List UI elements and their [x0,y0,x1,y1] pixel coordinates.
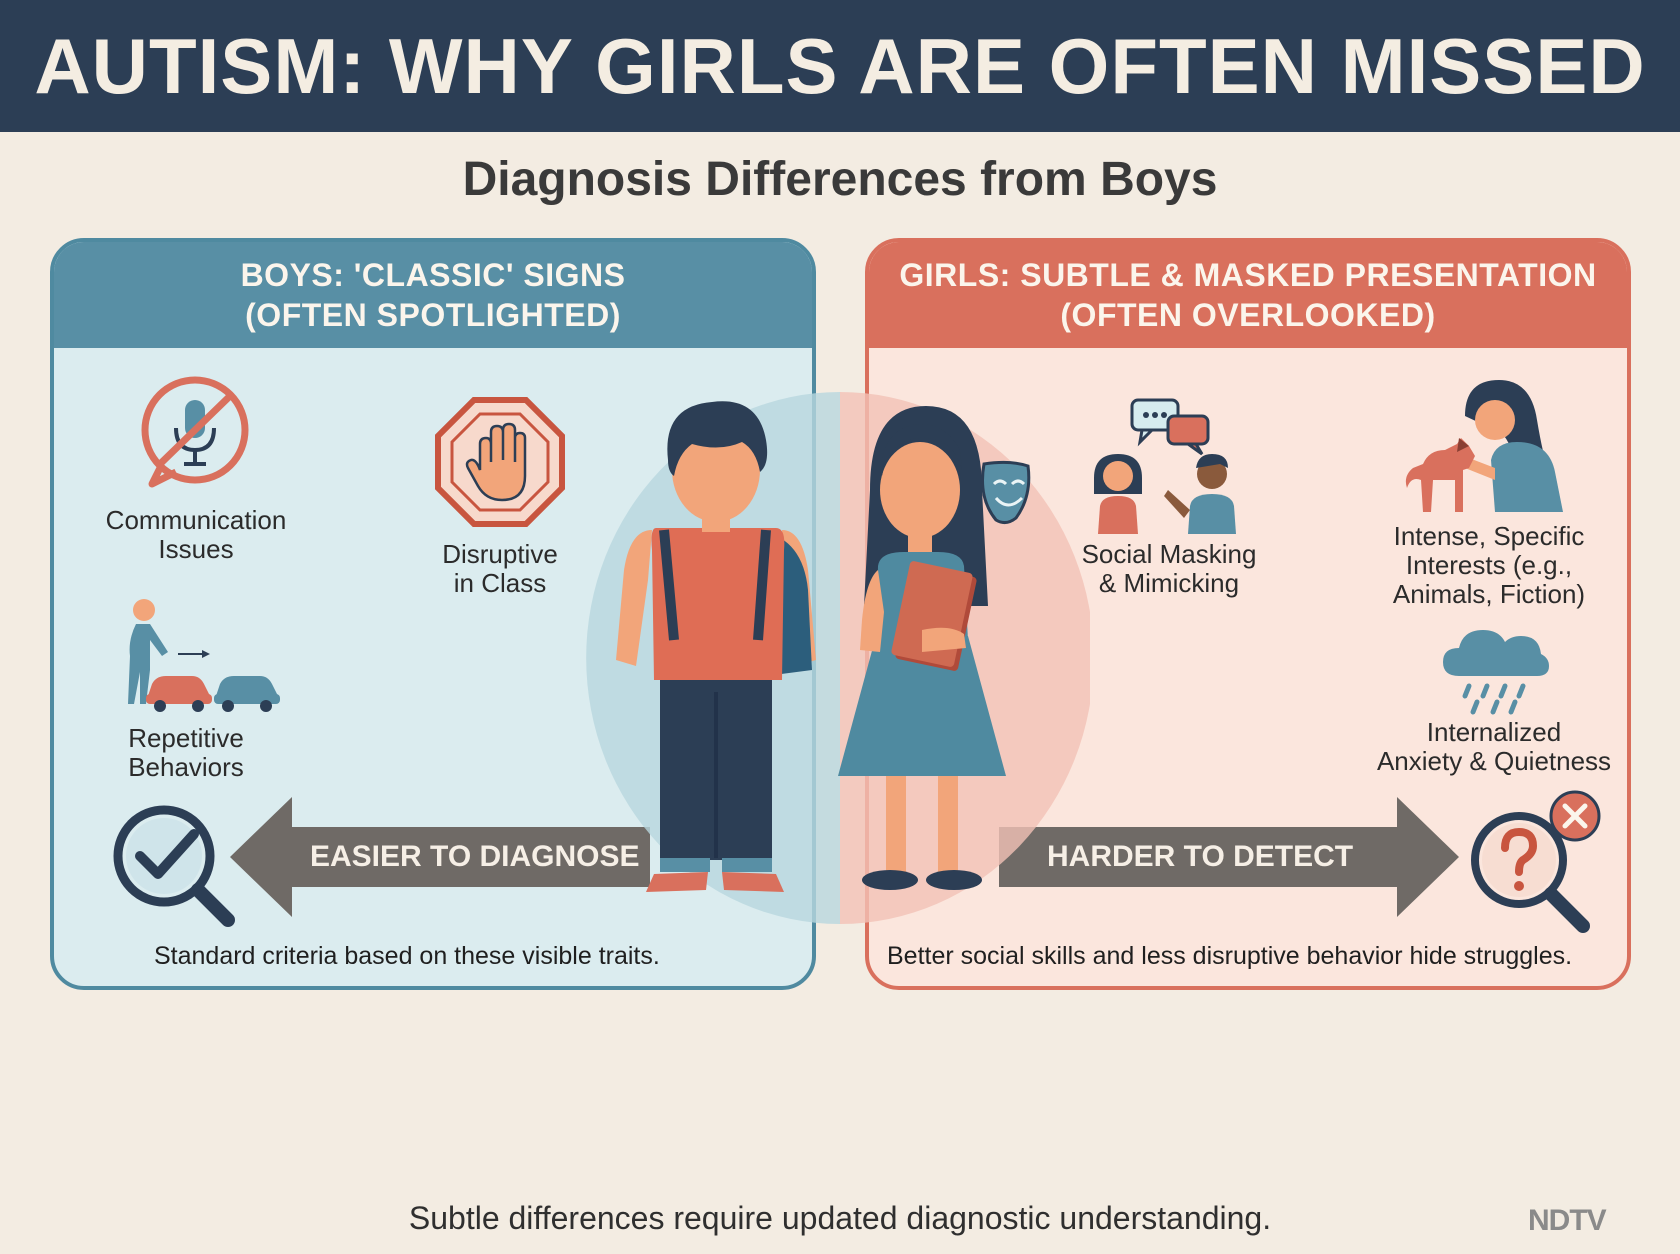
trait-disruptive: Disruptive in Class [442,539,558,598]
easier-arrow [230,797,650,917]
children-illustration [586,392,1090,924]
rain-cloud-icon [1443,630,1549,715]
lining-up-cars-icon [128,599,280,712]
trait-social-masking: Social Masking & Mimicking [1081,539,1257,598]
easier-to-diagnose-label: EASIER TO DIAGNOSE [310,840,640,873]
boys-heading-line1: BOYS: 'CLASSIC' SIGNS [240,257,626,293]
trait-repetitive: Repetitive Behaviors [128,723,244,782]
subtitle: Diagnosis Differences from Boys [462,153,1218,206]
ndtv-logo: NDTV [1528,1204,1607,1237]
boy-figure-icon [616,401,816,892]
boy-backdrop [586,392,840,924]
footer-text: Subtle differences require updated diagn… [408,1200,1272,1236]
no-microphone-icon [141,376,249,488]
page-title: AUTISM: WHY GIRLS ARE OFTEN MISSED [34,21,1646,110]
girls-caption: Better social skills and less disruptive… [887,942,1573,970]
conversation-icon [1094,398,1236,534]
trait-internalized-anxiety: Internalized Anxiety & Quietness [1376,717,1612,776]
boys-caption: Standard criteria based on these visible… [154,942,660,970]
trait-intense-interests: Intense, Specific Interests (e.g., Anima… [1392,521,1586,609]
harder-arrow [999,797,1459,917]
harder-to-detect-label: HARDER TO DETECT [1047,840,1354,873]
girls-heading-line2: (OFTEN OVERLOOKED) [1060,297,1436,333]
girls-heading-line1: GIRLS: SUBTLE & MASKED PRESENTATION [899,257,1597,293]
trait-communication: Communication Issues [105,505,287,564]
magnifier-question-icon [1471,790,1601,933]
title-bar: AUTISM: WHY GIRLS ARE OFTEN MISSED [0,0,1680,132]
magnifier-check-icon [113,805,235,927]
boys-panel-heading: BOYS: 'CLASSIC' SIGNS (OFTEN SPOTLIGHTED… [54,242,812,348]
girls-panel-heading: GIRLS: SUBTLE & MASKED PRESENTATION (OFT… [869,242,1627,348]
stop-hand-icon [435,397,565,527]
boys-heading-line2: (OFTEN SPOTLIGHTED) [245,297,621,333]
girl-with-horse-icon [1405,380,1563,512]
girl-figure-icon [838,406,1031,890]
